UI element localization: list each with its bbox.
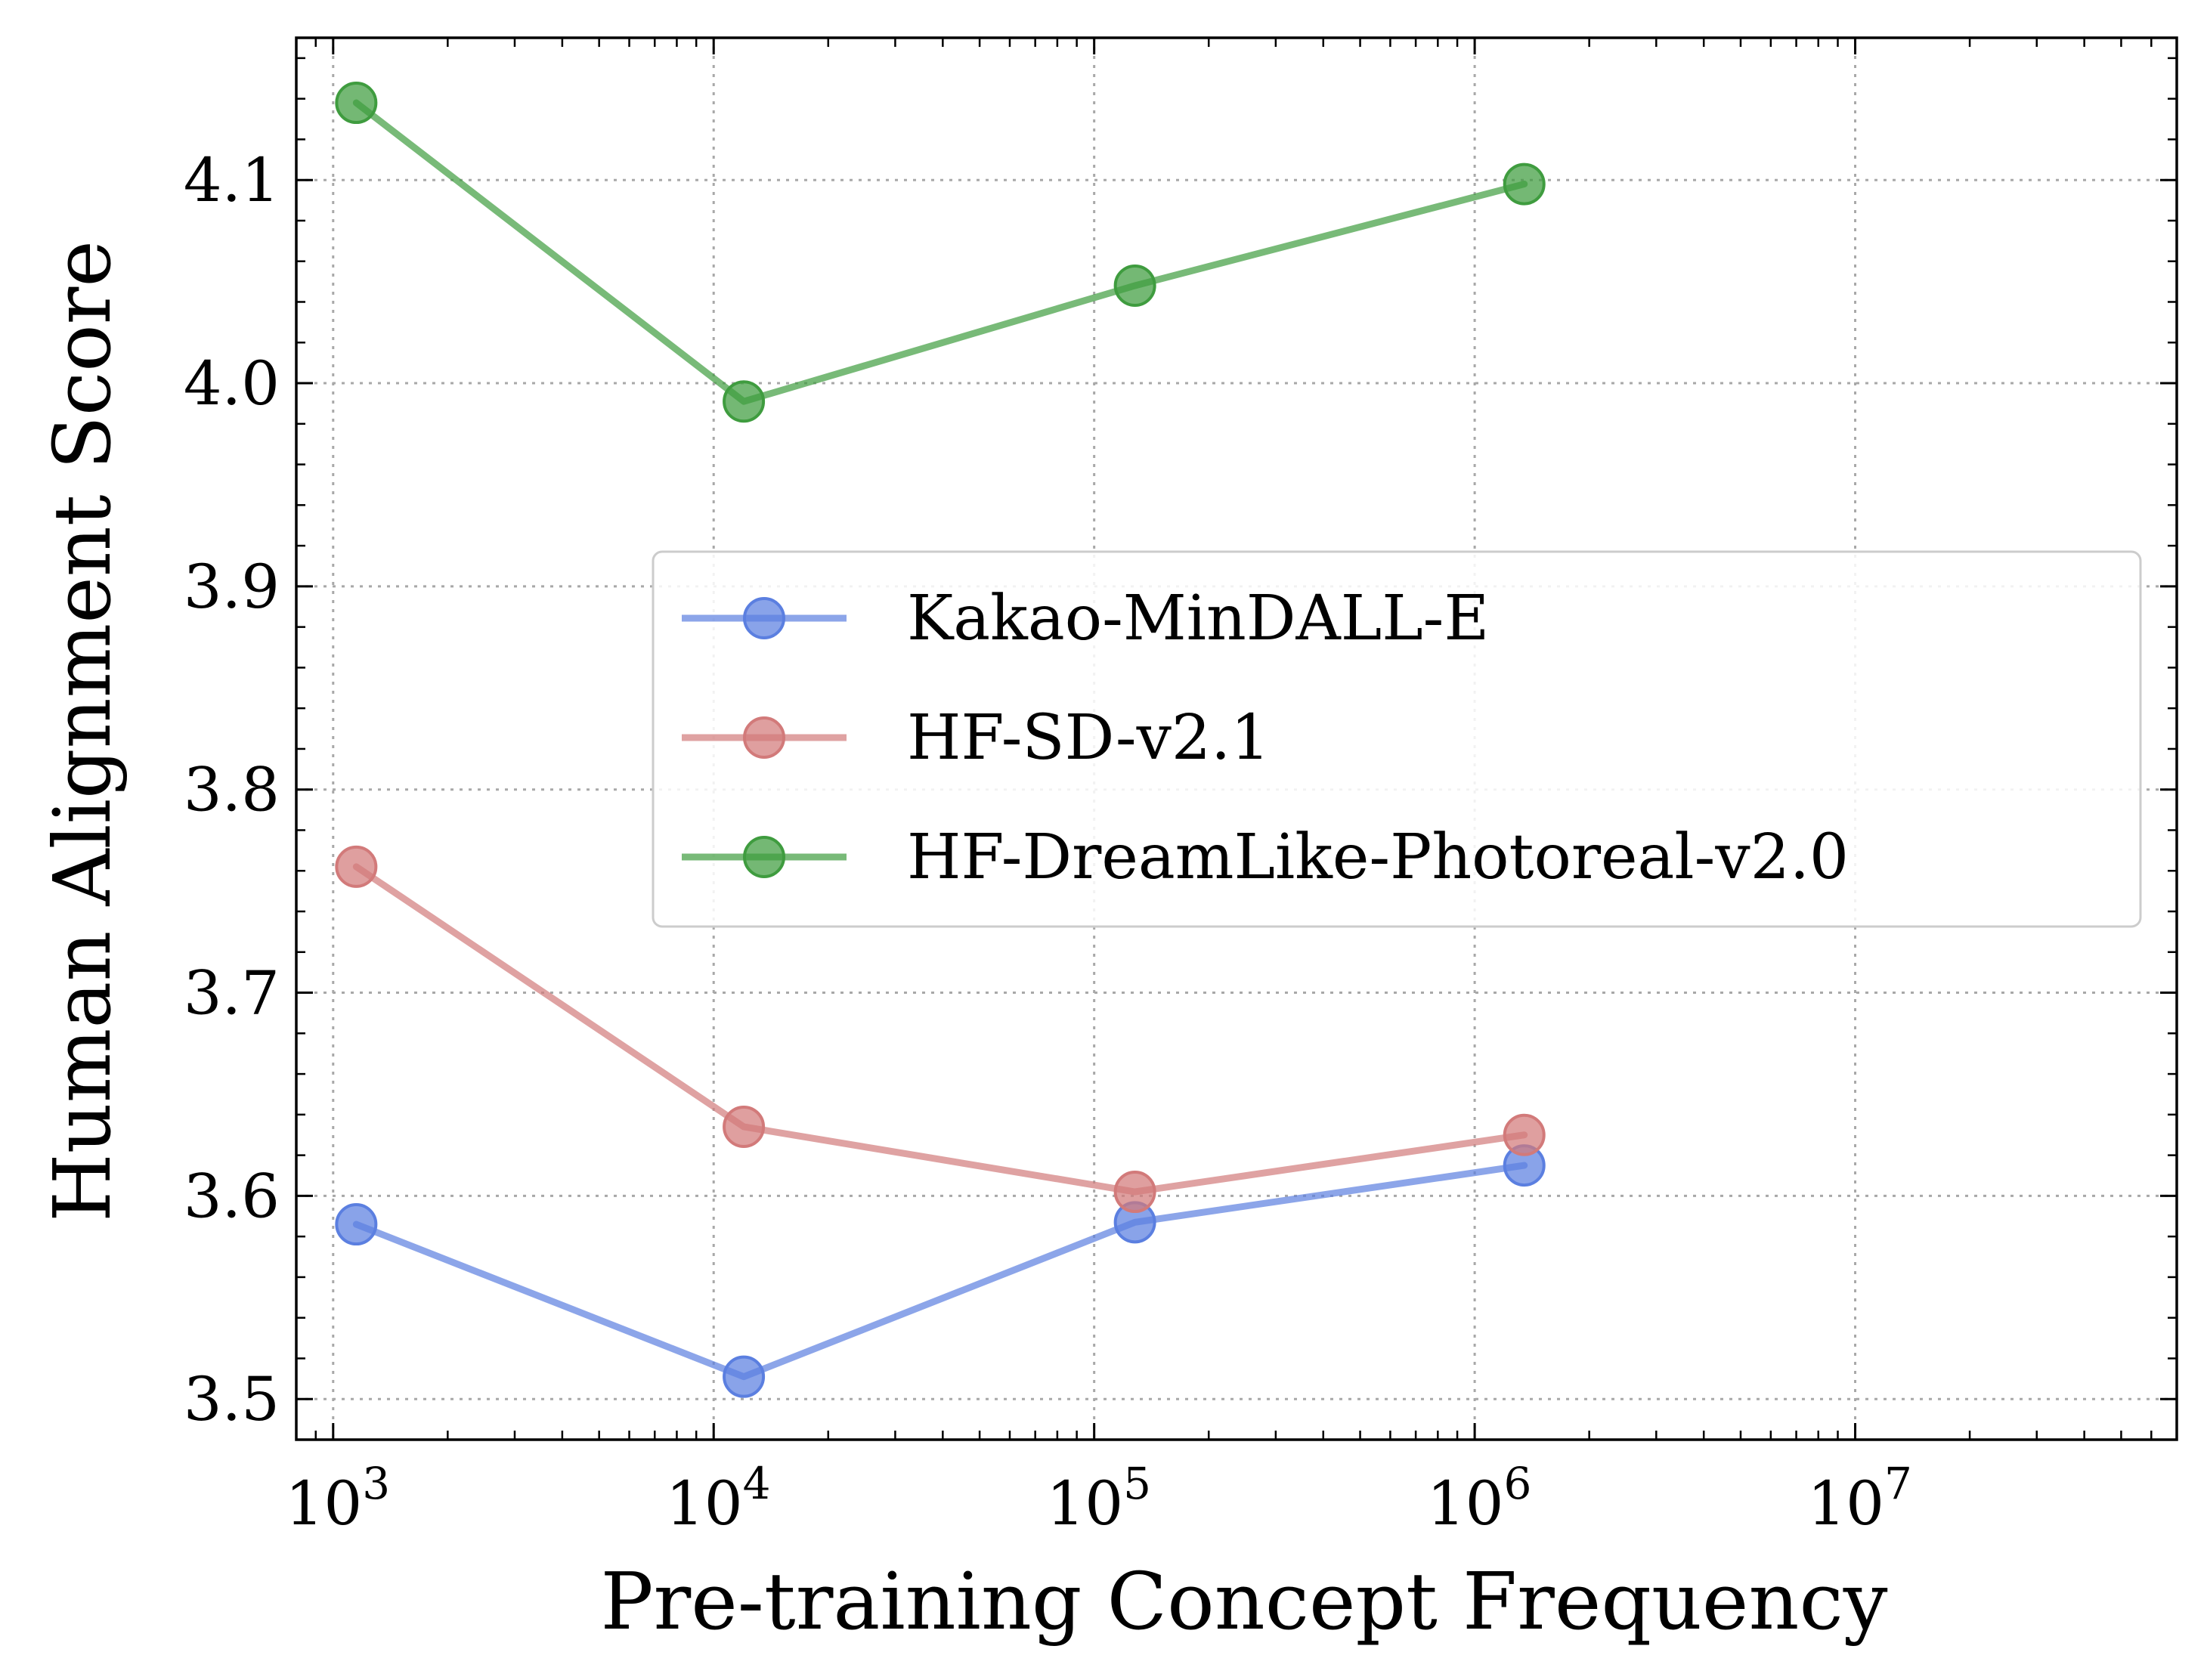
legend-item: HF-SD-v2.1 (682, 702, 1270, 774)
series-1 (335, 845, 1546, 1214)
plot-frame (295, 36, 2178, 1441)
data-point (1113, 264, 1156, 307)
series-0 (335, 1144, 1546, 1398)
y-tick-label: 3.7 (184, 958, 280, 1029)
tick-labels: 3.5 3.6 3.7 3.8 3.9 4.0 4.1 103 104 105 106 107 (184, 145, 1912, 1539)
x-axis-label: Pre-training Concept Frequency (601, 1555, 1888, 1648)
y-tick-label: 3.6 (184, 1161, 280, 1231)
data-point (723, 380, 766, 423)
y-tick-label: 4.0 (184, 348, 280, 419)
legend-item: Kakao-MinDALL-E (682, 583, 1489, 654)
data-point (335, 82, 378, 125)
legend-items: Kakao-MinDALL-E HF-SD-v2.1 HF-DreamLike-Ph… (682, 583, 1849, 893)
legend-label: HF-SD-v2.1 (907, 702, 1270, 774)
x-tick-label: 105 (1046, 1458, 1151, 1539)
data-point (723, 1355, 766, 1398)
x-tick-label: 104 (666, 1458, 771, 1539)
series-2 (335, 82, 1546, 423)
data-point (1503, 162, 1546, 206)
legend-box (652, 550, 2142, 928)
y-axis-label: Human Alignment Score (36, 240, 128, 1222)
series-line (352, 99, 1528, 405)
data-point (335, 845, 378, 888)
y-tick-label: 3.5 (184, 1364, 280, 1434)
series-line (352, 863, 1528, 1196)
legend: Kakao-MinDALL-E HF-SD-v2.1 HF-DreamLike-Ph… (652, 550, 2142, 928)
x-tick-label: 103 (285, 1458, 390, 1539)
legend-marker (743, 836, 785, 878)
data-point (1113, 1171, 1156, 1214)
series-line (352, 1162, 1528, 1381)
legend-item: HF-DreamLike-Photoreal-v2.0 (682, 821, 1849, 893)
x-tick-label: 107 (1807, 1458, 1912, 1539)
y-tick-label: 4.1 (184, 145, 280, 215)
data-series (335, 82, 1546, 1398)
y-tick-label: 3.9 (184, 552, 280, 622)
legend-marker (743, 716, 785, 759)
data-point (723, 1105, 766, 1148)
legend-marker (743, 597, 785, 639)
y-tick-label: 3.8 (184, 755, 280, 825)
data-point (335, 1203, 378, 1246)
legend-label: Kakao-MinDALL-E (907, 583, 1489, 654)
data-point (1503, 1113, 1546, 1156)
x-tick-label: 106 (1427, 1458, 1532, 1539)
legend-label: HF-DreamLike-Photoreal-v2.0 (907, 821, 1849, 893)
axis-ticks (295, 38, 2178, 1441)
